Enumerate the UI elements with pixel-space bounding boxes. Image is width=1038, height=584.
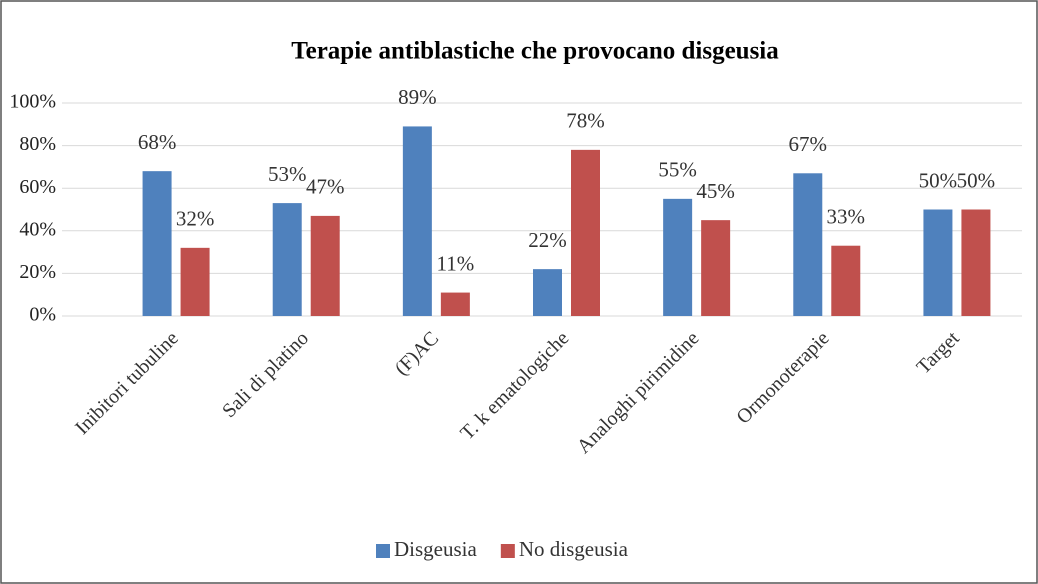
value-label: 22%	[528, 228, 567, 252]
bar	[701, 220, 731, 316]
bar	[142, 171, 172, 316]
value-label: 67%	[789, 132, 828, 156]
bar	[272, 203, 302, 316]
bar	[793, 173, 823, 316]
legend-swatch	[500, 544, 515, 558]
bar	[571, 149, 600, 316]
y-tick-label: 40%	[19, 218, 56, 240]
chart-title: Terapie antiblastiche che provocano disg…	[291, 38, 779, 65]
bar	[180, 247, 210, 316]
value-label: 50%	[957, 168, 996, 192]
bar	[402, 126, 432, 317]
y-tick-label: 60%	[19, 176, 56, 198]
y-tick-label: 100%	[9, 91, 56, 113]
value-label: 68%	[138, 130, 177, 154]
bar	[961, 209, 991, 316]
bar	[440, 292, 470, 316]
bar	[310, 215, 340, 316]
bar	[923, 209, 953, 316]
value-label: 55%	[658, 158, 697, 182]
value-label: 33%	[827, 205, 866, 229]
bar	[663, 198, 693, 316]
value-label: 53%	[268, 162, 307, 186]
value-label: 50%	[919, 168, 958, 192]
legend-label: No disgeusia	[519, 537, 629, 561]
value-label: 89%	[398, 85, 437, 109]
value-label: 45%	[696, 179, 735, 203]
bar	[533, 269, 562, 316]
value-label: 11%	[436, 251, 474, 275]
y-tick-label: 20%	[19, 261, 56, 283]
y-tick-label: 0%	[29, 304, 56, 326]
value-label: 47%	[306, 175, 345, 199]
bar	[831, 245, 861, 316]
legend-label: Disgeusia	[394, 537, 478, 561]
y-tick-label: 80%	[19, 133, 56, 155]
value-label: 32%	[176, 207, 215, 231]
value-label: 78%	[566, 109, 605, 133]
legend-swatch	[376, 544, 390, 558]
